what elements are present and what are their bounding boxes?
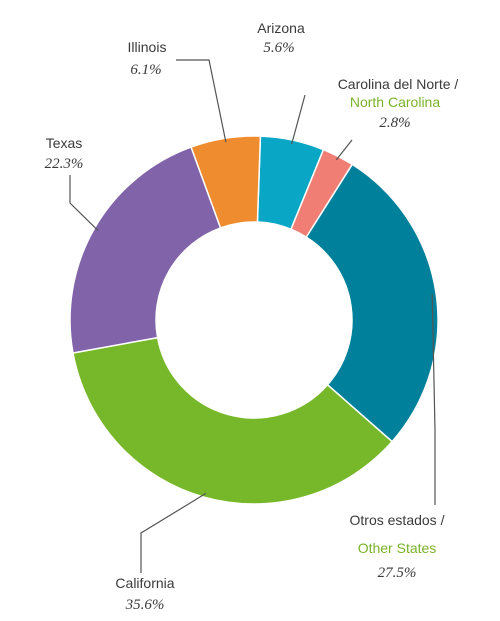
label-north-carolina-name-en: North Carolina (350, 94, 440, 110)
label-other-states: Otros estados / Other States 27.5% (350, 512, 445, 581)
label-other-states-value: 27.5% (378, 565, 417, 581)
leader-line-texas (69, 175, 99, 231)
label-california-name: California (115, 575, 174, 591)
label-illinois-name: Illinois (128, 39, 167, 55)
leader-line-north-carolina (335, 139, 353, 161)
label-other-states-name-en: Other States (358, 540, 437, 556)
slice-illinois (190, 135, 262, 229)
slice-texas (69, 146, 222, 354)
label-illinois-value: 6.1% (130, 62, 161, 78)
leader-lines (69, 59, 436, 573)
label-arizona: Arizona 5.6% (257, 20, 305, 56)
donut-slices (69, 135, 439, 505)
label-texas-name: Texas (46, 135, 83, 151)
label-illinois: Illinois 6.1% (128, 39, 167, 78)
label-texas-value: 22.3% (45, 156, 84, 172)
leader-line-illinois (176, 59, 227, 143)
slice-california (72, 336, 394, 505)
leader-line-california (140, 492, 207, 573)
label-texas: Texas 22.3% (45, 135, 84, 172)
label-north-carolina-value: 2.8% (379, 115, 410, 131)
label-arizona-name: Arizona (257, 20, 305, 36)
slice-other-states (305, 163, 439, 443)
leader-line-other-states (431, 294, 436, 505)
label-arizona-value: 5.6% (263, 40, 294, 56)
leader-line-arizona (291, 94, 306, 145)
label-north-carolina: Carolina del Norte / North Carolina 2.8% (338, 76, 459, 131)
label-california: California 35.6% (115, 575, 174, 613)
label-other-states-name: Otros estados / (350, 512, 445, 528)
label-california-value: 35.6% (125, 597, 165, 613)
label-north-carolina-name: Carolina del Norte / (338, 76, 459, 92)
